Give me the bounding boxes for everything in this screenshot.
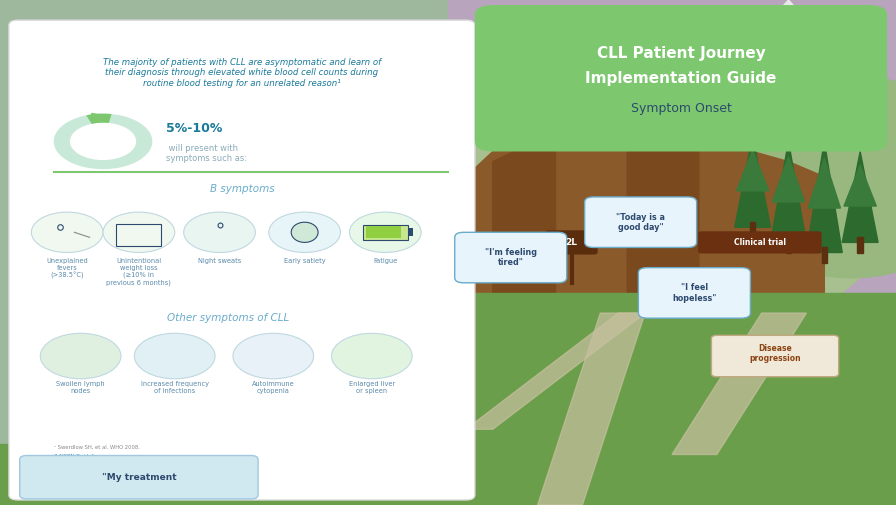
- FancyBboxPatch shape: [698, 231, 822, 254]
- Text: 2L: 2L: [565, 238, 578, 247]
- Polygon shape: [735, 136, 771, 227]
- Polygon shape: [466, 116, 824, 328]
- Polygon shape: [771, 141, 806, 242]
- Bar: [116, 224, 161, 246]
- FancyBboxPatch shape: [454, 232, 566, 283]
- FancyBboxPatch shape: [9, 20, 475, 500]
- Circle shape: [332, 333, 412, 379]
- Circle shape: [31, 212, 103, 252]
- Ellipse shape: [444, 401, 470, 427]
- FancyBboxPatch shape: [638, 268, 751, 318]
- Text: will present with
symptoms such as:: will present with symptoms such as:: [166, 144, 246, 163]
- Wedge shape: [54, 114, 152, 169]
- FancyBboxPatch shape: [711, 335, 839, 377]
- Text: ¹ Swerdlow SH, et al. WHO 2008.: ¹ Swerdlow SH, et al. WHO 2008.: [54, 444, 140, 449]
- Text: B symptoms: B symptoms: [210, 184, 274, 194]
- Bar: [750, 222, 755, 237]
- Text: Autoimmune
cytopenia: Autoimmune cytopenia: [252, 381, 295, 394]
- Text: Swollen lymph
nodes: Swollen lymph nodes: [56, 381, 105, 394]
- Ellipse shape: [291, 222, 318, 242]
- Text: Fatigue: Fatigue: [373, 258, 398, 264]
- Circle shape: [134, 333, 215, 379]
- Polygon shape: [772, 157, 805, 202]
- Polygon shape: [466, 313, 645, 429]
- Bar: [857, 237, 863, 252]
- Text: Disease
progression: Disease progression: [749, 344, 801, 363]
- Text: Clinical trial: Clinical trial: [734, 238, 786, 247]
- Text: "My treatment: "My treatment: [101, 473, 177, 482]
- Text: Increased frequency
of infections: Increased frequency of infections: [141, 381, 209, 394]
- Text: Other symptoms of CLL: Other symptoms of CLL: [168, 313, 289, 323]
- Text: 2 NCCN Guidelines: 2 NCCN Guidelines: [54, 454, 103, 460]
- Text: Early satiety: Early satiety: [284, 258, 325, 264]
- Circle shape: [269, 212, 340, 252]
- Bar: [822, 247, 827, 263]
- Polygon shape: [842, 152, 878, 242]
- Ellipse shape: [717, 76, 896, 278]
- Bar: [0, 444, 448, 505]
- Text: Symptom Onset: Symptom Onset: [631, 102, 731, 115]
- Wedge shape: [86, 114, 112, 124]
- Bar: [448, 293, 896, 505]
- Text: Implementation Guide: Implementation Guide: [585, 71, 777, 86]
- FancyBboxPatch shape: [475, 5, 887, 152]
- Text: "Today is a
good day": "Today is a good day": [616, 213, 665, 232]
- Ellipse shape: [448, 63, 896, 341]
- Bar: [363, 225, 408, 240]
- Polygon shape: [737, 150, 769, 191]
- Text: The majority of patients with CLL are asymptomatic and learn of
their diagnosis : The majority of patients with CLL are as…: [103, 58, 381, 88]
- Polygon shape: [627, 126, 699, 328]
- FancyBboxPatch shape: [546, 230, 598, 255]
- Polygon shape: [766, 0, 811, 25]
- Circle shape: [184, 212, 255, 252]
- Text: "I'm feeling
tired": "I'm feeling tired": [485, 248, 537, 267]
- Circle shape: [233, 333, 314, 379]
- Text: CLL Patient Journey: CLL Patient Journey: [597, 45, 765, 61]
- Text: "I feel
hopeless": "I feel hopeless": [672, 283, 717, 302]
- Bar: [786, 237, 791, 252]
- Polygon shape: [844, 165, 876, 206]
- Polygon shape: [493, 131, 556, 328]
- Bar: [408, 228, 413, 236]
- Circle shape: [349, 212, 421, 252]
- Bar: [366, 226, 401, 238]
- Text: Unintentional
weight loss
(≥10% in
previous 6 months): Unintentional weight loss (≥10% in previ…: [107, 258, 171, 285]
- Circle shape: [103, 212, 175, 252]
- Circle shape: [40, 333, 121, 379]
- Polygon shape: [808, 158, 840, 208]
- FancyBboxPatch shape: [585, 197, 697, 247]
- FancyBboxPatch shape: [20, 456, 258, 499]
- Polygon shape: [538, 313, 645, 505]
- Text: Night sweats: Night sweats: [198, 258, 241, 264]
- Text: 5%-10%: 5%-10%: [166, 122, 222, 135]
- Polygon shape: [717, 0, 860, 76]
- Text: Enlarged liver
or spleen: Enlarged liver or spleen: [349, 381, 395, 394]
- Text: Unexplained
fevers
(>38.5°C): Unexplained fevers (>38.5°C): [47, 258, 88, 279]
- Polygon shape: [806, 141, 842, 252]
- Polygon shape: [672, 313, 806, 454]
- Bar: [448, 0, 896, 354]
